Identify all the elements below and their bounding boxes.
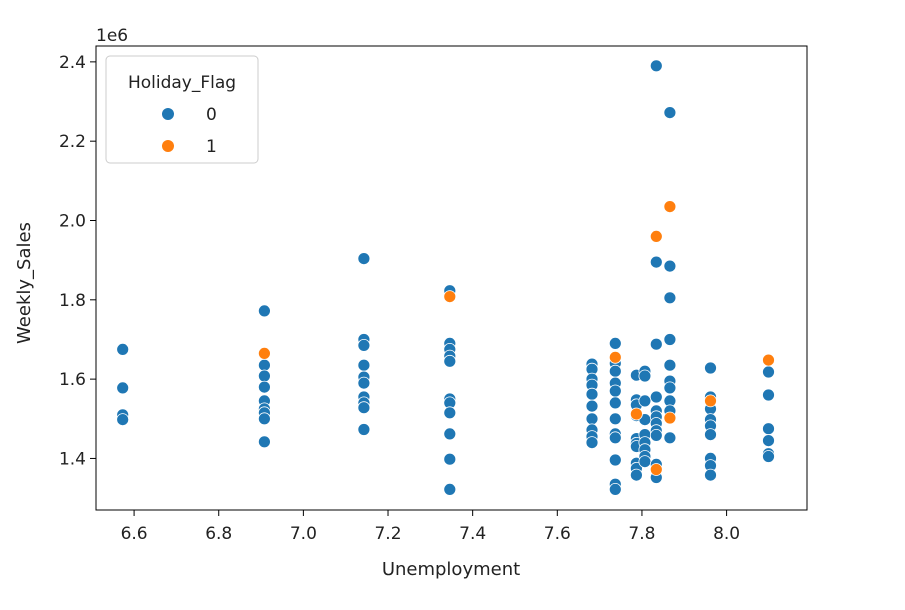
data-point-holiday-0-49 [608,396,622,410]
data-point-holiday-1-5 [649,463,663,476]
data-point-holiday-0-106 [762,388,775,402]
data-point-holiday-0-75 [649,59,663,73]
y-tick-label: 1.8 [59,291,86,311]
y-axis-label: Weekly_Sales [14,222,35,344]
data-point-holiday-0-18 [357,376,371,390]
data-point-holiday-0-67 [638,369,652,383]
x-tick-label: 6.6 [121,524,148,544]
y-tick-label: 2.4 [59,53,86,73]
data-point-holiday-0-6 [257,369,271,383]
x-tick-label: 7.8 [628,524,655,544]
x-tick-label: 7.6 [544,524,571,544]
data-point-holiday-0-12 [257,435,271,449]
y-tick-label: 2.2 [59,132,86,152]
data-point-holiday-1-6 [663,200,677,214]
data-point-holiday-0-32 [443,452,457,466]
data-point-holiday-0-89 [663,333,677,346]
data-point-holiday-1-8 [704,394,717,408]
data-point-holiday-0-92 [663,381,677,395]
y-tick-label: 1.6 [59,370,86,390]
points-layer [116,59,775,496]
data-point-holiday-0-95 [663,431,677,445]
data-point-holiday-0-76 [649,255,663,269]
data-point-holiday-0-53 [608,453,622,467]
data-point-holiday-1-7 [663,411,677,425]
data-point-holiday-0-78 [649,390,663,404]
x-tick-label: 7.2 [374,524,401,544]
data-point-holiday-0-3 [116,413,130,427]
x-tick-label: 7.4 [459,524,486,544]
plot-frame [95,45,808,511]
x-axis-label: Unemployment [382,559,520,580]
y-tick-label: 2.0 [59,211,86,231]
y-offset-text: 1e6 [96,26,128,46]
legend: Holiday_Flag 0 1 [105,55,259,164]
data-point-holiday-0-107 [762,422,775,436]
data-point-holiday-0-27 [443,354,457,368]
data-point-holiday-0-101 [704,428,717,442]
data-point-holiday-0-7 [257,380,271,394]
data-point-holiday-0-55 [608,482,622,496]
data-point-holiday-0-13 [357,252,371,266]
data-point-holiday-0-68 [638,394,652,408]
data-point-holiday-1-0 [257,346,271,360]
data-point-holiday-0-110 [762,450,775,463]
data-point-holiday-0-40 [585,412,599,426]
y-axis: 1.4 1.6 1.8 2.0 2.2 2.4 [59,53,96,469]
legend-label-1: 1 [206,137,217,157]
legend-marker-0 [162,108,174,120]
data-point-holiday-0-50 [608,412,622,426]
data-point-holiday-0-38 [585,387,599,401]
data-point-holiday-0-65 [630,468,643,482]
data-point-holiday-0-33 [443,482,457,496]
data-point-holiday-1-2 [608,350,622,364]
data-point-holiday-0-31 [443,427,457,441]
x-tick-label: 8.0 [713,524,740,544]
data-point-holiday-0-39 [585,399,599,413]
data-point-holiday-0-43 [585,436,599,450]
data-point-holiday-0-86 [663,106,677,119]
legend-title: Holiday_Flag [128,73,236,93]
data-point-holiday-1-1 [443,290,457,304]
data-point-holiday-0-1 [116,381,130,395]
data-point-holiday-0-108 [762,434,775,448]
legend-box [105,55,259,164]
data-point-holiday-0-15 [357,338,371,352]
x-tick-label: 7.0 [290,524,317,544]
data-point-holiday-0-0 [116,342,130,356]
data-point-holiday-0-83 [649,428,663,442]
data-point-holiday-0-88 [663,291,677,305]
data-point-holiday-0-46 [608,364,622,378]
data-point-holiday-0-87 [663,259,677,273]
data-point-holiday-0-21 [357,401,371,415]
x-tick-label: 6.8 [205,524,232,544]
data-point-holiday-1-9 [762,353,775,367]
data-point-holiday-0-96 [704,361,717,375]
data-point-holiday-0-22 [357,423,371,436]
data-point-holiday-0-44 [608,336,622,350]
legend-marker-1 [162,140,174,152]
legend-label-0: 0 [206,105,217,125]
data-point-holiday-0-11 [257,412,271,426]
data-point-holiday-0-90 [663,358,677,372]
data-point-holiday-1-3 [630,407,643,421]
data-point-holiday-1-4 [649,229,663,243]
data-point-holiday-0-5 [257,358,271,372]
x-axis: 6.6 6.8 7.0 7.2 7.4 7.6 7.8 8.0 [121,510,740,544]
y-tick-label: 1.4 [59,449,86,469]
data-point-holiday-0-4 [257,304,271,318]
data-point-holiday-0-105 [762,365,775,379]
data-point-holiday-0-74 [638,455,652,469]
data-point-holiday-0-16 [357,358,371,372]
data-point-holiday-0-77 [649,337,663,351]
data-point-holiday-0-48 [608,384,622,398]
data-point-holiday-0-104 [704,468,717,482]
data-point-holiday-0-52 [608,431,622,445]
data-point-holiday-0-30 [443,406,457,420]
